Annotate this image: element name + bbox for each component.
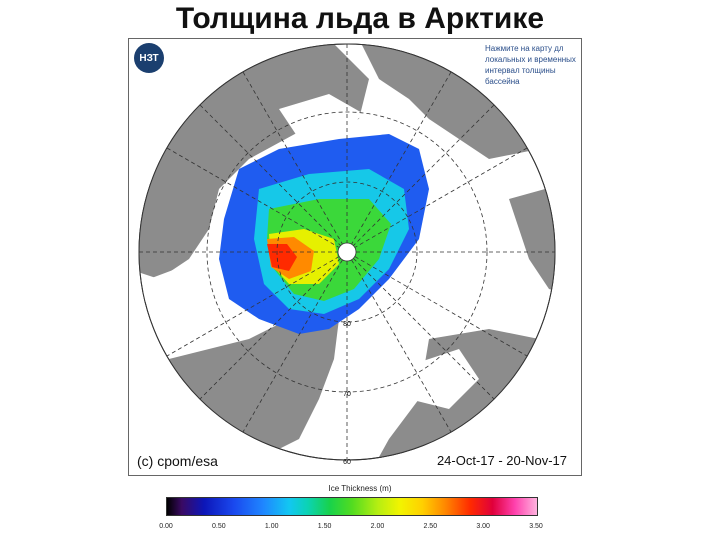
ice-red	[267, 244, 297, 271]
colorbar-title: Ice Thickness (m)	[328, 484, 392, 493]
colorbar-tick-label: 0.00	[159, 523, 173, 530]
lat-label-60: 60	[343, 459, 351, 466]
lat-label-80: 80	[343, 321, 351, 328]
pole-hole	[337, 242, 357, 262]
ice-thickness-map[interactable]: 80 70 60	[129, 39, 581, 475]
page-title: Толщина льда в Арктике	[175, 2, 545, 35]
colorbar-tick-label: 3.00	[476, 523, 490, 530]
colorbar-tick-label: 1.50	[317, 523, 332, 530]
colorbar-tick-label: 1.00	[264, 523, 279, 530]
colorbar-tick-label: 0.50	[212, 523, 226, 530]
date-range-label: 24-Oct-17 - 20-Nov-17	[436, 453, 567, 468]
colorbar-tick-label: 2.50	[423, 523, 438, 530]
lat-label-70: 70	[343, 391, 351, 398]
credit-label: (c) cpom/esa	[137, 453, 218, 469]
land-east	[509, 179, 555, 299]
colorbar-tick-label: 2.00	[370, 523, 385, 530]
arctic-map[interactable]: 80 70 60 НЗТ Нажмите на карту дл локальн…	[128, 38, 582, 476]
colorbar	[166, 497, 538, 516]
map-hint-text: Нажмите на карту дл локальных и временны…	[485, 44, 576, 86]
colorbar-tick-label: 3.50	[529, 523, 543, 530]
nzt-logo: НЗТ	[134, 43, 164, 73]
